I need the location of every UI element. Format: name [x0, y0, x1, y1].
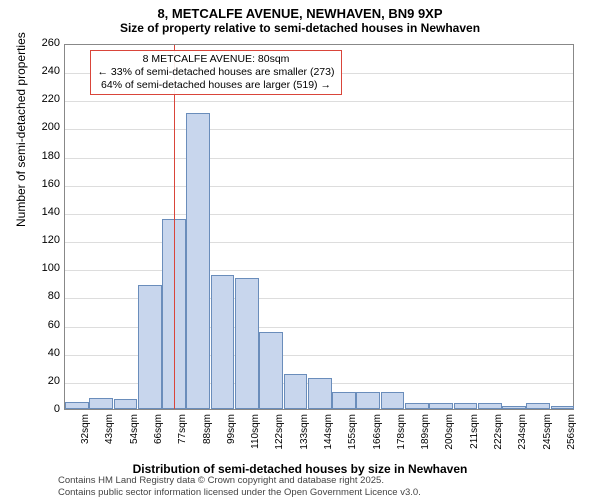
x-tick-label: 189sqm: [420, 414, 431, 454]
x-tick-label: 110sqm: [250, 414, 261, 454]
x-tick-label: 178sqm: [396, 414, 407, 454]
gridline: [65, 242, 573, 243]
histogram-bar: [259, 332, 283, 409]
y-tick-label: 180: [26, 150, 60, 162]
y-tick-label: 20: [26, 375, 60, 387]
y-tick-label: 160: [26, 178, 60, 190]
annotation-line2: ← 33% of semi-detached houses are smalle…: [97, 66, 335, 79]
x-tick-label: 88sqm: [202, 414, 213, 454]
x-tick-label: 166sqm: [372, 414, 383, 454]
x-tick-label: 211sqm: [469, 414, 480, 454]
x-tick-label: 122sqm: [274, 414, 285, 454]
histogram-bar: [332, 392, 356, 409]
x-tick-label: 245sqm: [542, 414, 553, 454]
y-tick-label: 260: [26, 37, 60, 49]
gridline: [65, 214, 573, 215]
gridline: [65, 186, 573, 187]
y-tick-label: 80: [26, 290, 60, 302]
histogram-bar: [454, 403, 478, 409]
annotation-box: 8 METCALFE AVENUE: 80sqm← 33% of semi-de…: [90, 50, 342, 95]
histogram-bar: [429, 403, 453, 409]
x-tick-label: 234sqm: [517, 414, 528, 454]
histogram-bar: [405, 403, 429, 409]
y-tick-label: 60: [26, 319, 60, 331]
x-tick-label: 256sqm: [566, 414, 577, 454]
footer-line2: Contains public sector information licen…: [58, 487, 421, 498]
gridline: [65, 101, 573, 102]
y-tick-label: 200: [26, 121, 60, 133]
chart-subtitle: Size of property relative to semi-detach…: [0, 21, 600, 39]
histogram-bar: [551, 406, 575, 409]
x-axis-label: Distribution of semi-detached houses by …: [0, 462, 600, 476]
y-tick-label: 140: [26, 206, 60, 218]
histogram-bar: [356, 392, 380, 409]
plot-area: 8 METCALFE AVENUE: 80sqm← 33% of semi-de…: [64, 44, 574, 410]
histogram-bar: [65, 402, 89, 409]
histogram-bar: [211, 275, 235, 409]
x-tick-label: 200sqm: [444, 414, 455, 454]
annotation-line3: 64% of semi-detached houses are larger (…: [97, 79, 335, 92]
gridline: [65, 270, 573, 271]
y-tick-label: 0: [26, 403, 60, 415]
x-tick-label: 144sqm: [323, 414, 334, 454]
y-tick-label: 220: [26, 93, 60, 105]
y-tick-label: 100: [26, 262, 60, 274]
gridline: [65, 129, 573, 130]
x-tick-label: 66sqm: [153, 414, 164, 454]
histogram-bar: [478, 403, 502, 409]
gridline: [65, 158, 573, 159]
histogram-bar: [284, 374, 308, 409]
x-tick-label: 155sqm: [347, 414, 358, 454]
histogram-bar: [89, 398, 113, 409]
x-tick-label: 99sqm: [226, 414, 237, 454]
x-tick-label: 133sqm: [299, 414, 310, 454]
histogram-bar: [526, 403, 550, 409]
histogram-bar: [308, 378, 332, 409]
footer-attribution: Contains HM Land Registry data © Crown c…: [58, 475, 421, 498]
x-tick-label: 77sqm: [177, 414, 188, 454]
x-tick-label: 43sqm: [104, 414, 115, 454]
annotation-line1: 8 METCALFE AVENUE: 80sqm: [97, 53, 335, 66]
histogram-bar: [186, 113, 210, 409]
y-tick-label: 40: [26, 347, 60, 359]
marker-line: [174, 45, 175, 409]
footer-line1: Contains HM Land Registry data © Crown c…: [58, 475, 421, 486]
chart-container: 8, METCALFE AVENUE, NEWHAVEN, BN9 9XP Si…: [0, 0, 600, 500]
histogram-bar: [235, 278, 259, 409]
histogram-bar: [114, 399, 138, 409]
histogram-bar: [381, 392, 405, 409]
y-tick-label: 240: [26, 65, 60, 77]
chart-title: 8, METCALFE AVENUE, NEWHAVEN, BN9 9XP: [0, 0, 600, 21]
x-tick-label: 54sqm: [129, 414, 140, 454]
x-tick-label: 222sqm: [493, 414, 504, 454]
histogram-bar: [138, 285, 162, 409]
histogram-bar: [502, 406, 526, 409]
x-tick-label: 32sqm: [80, 414, 91, 454]
y-tick-label: 120: [26, 234, 60, 246]
